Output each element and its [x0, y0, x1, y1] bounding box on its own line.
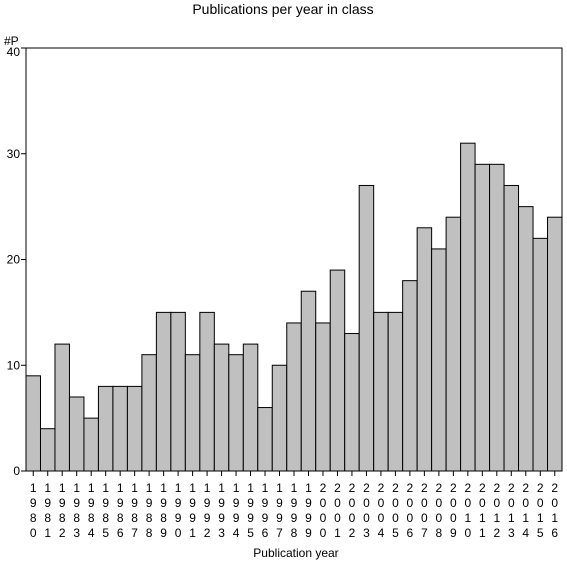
- bar-1996: [257, 407, 273, 472]
- bar-1989: [155, 311, 172, 472]
- y-axis: 0 10 20 30 40: [7, 45, 26, 478]
- bar-2006: [402, 280, 418, 472]
- plot-frame: [25, 47, 563, 472]
- bar-2014: [518, 206, 534, 472]
- bar-2004: [373, 311, 389, 472]
- x-axis-label: Publication year: [253, 546, 338, 560]
- bar-2003: [358, 184, 375, 472]
- y-tick-label: 10: [7, 358, 21, 372]
- y-axis-label: #P: [4, 34, 19, 48]
- bar-1980: [25, 375, 41, 472]
- bar-2008: [431, 248, 447, 472]
- bar-1987: [126, 385, 143, 472]
- bar-2010: [460, 142, 476, 472]
- bar-1992: [199, 311, 215, 472]
- y-tick-label: 20: [7, 253, 21, 267]
- bar-2007: [416, 227, 433, 472]
- bar-2011: [474, 163, 491, 472]
- bar-1990: [170, 311, 186, 472]
- bar-1998: [286, 322, 302, 472]
- bar-2009: [445, 216, 462, 472]
- bar-2000: [315, 322, 331, 472]
- bar-1991: [184, 354, 201, 472]
- bar-2005: [387, 311, 404, 472]
- y-tick-label: 0: [13, 464, 20, 478]
- bar-1995: [242, 343, 259, 472]
- bar-2001: [329, 269, 346, 472]
- bar-1981: [39, 428, 56, 472]
- bar-1983: [68, 396, 85, 472]
- bar-1985: [97, 385, 114, 472]
- x-axis: 1 9 8 0 1 9 8 1 1 9 8 2 1 9 8 3 1 9 8 4 1 9 8 5 1 9 8 6 1 9 8 7 1 9 8 8 1 9 8 9…: [30, 471, 558, 540]
- bars-group: [25, 142, 563, 472]
- chart-title: Publications per year in class: [192, 1, 373, 17]
- bar-2012: [489, 163, 505, 472]
- y-tick-label: 30: [7, 147, 21, 161]
- bar-1994: [228, 354, 244, 472]
- bar-1986: [112, 385, 128, 472]
- bar-1993: [213, 343, 230, 472]
- bar-1999: [300, 290, 317, 472]
- bar-1982: [54, 343, 70, 472]
- bar-1984: [83, 417, 99, 472]
- bar-2002: [344, 333, 360, 472]
- bar-1988: [141, 354, 157, 472]
- bar-2013: [503, 184, 520, 472]
- y-tick-label: 40: [7, 45, 21, 59]
- bar-2016: [547, 216, 563, 472]
- bar-2015: [532, 237, 549, 472]
- bar-1997: [271, 364, 288, 472]
